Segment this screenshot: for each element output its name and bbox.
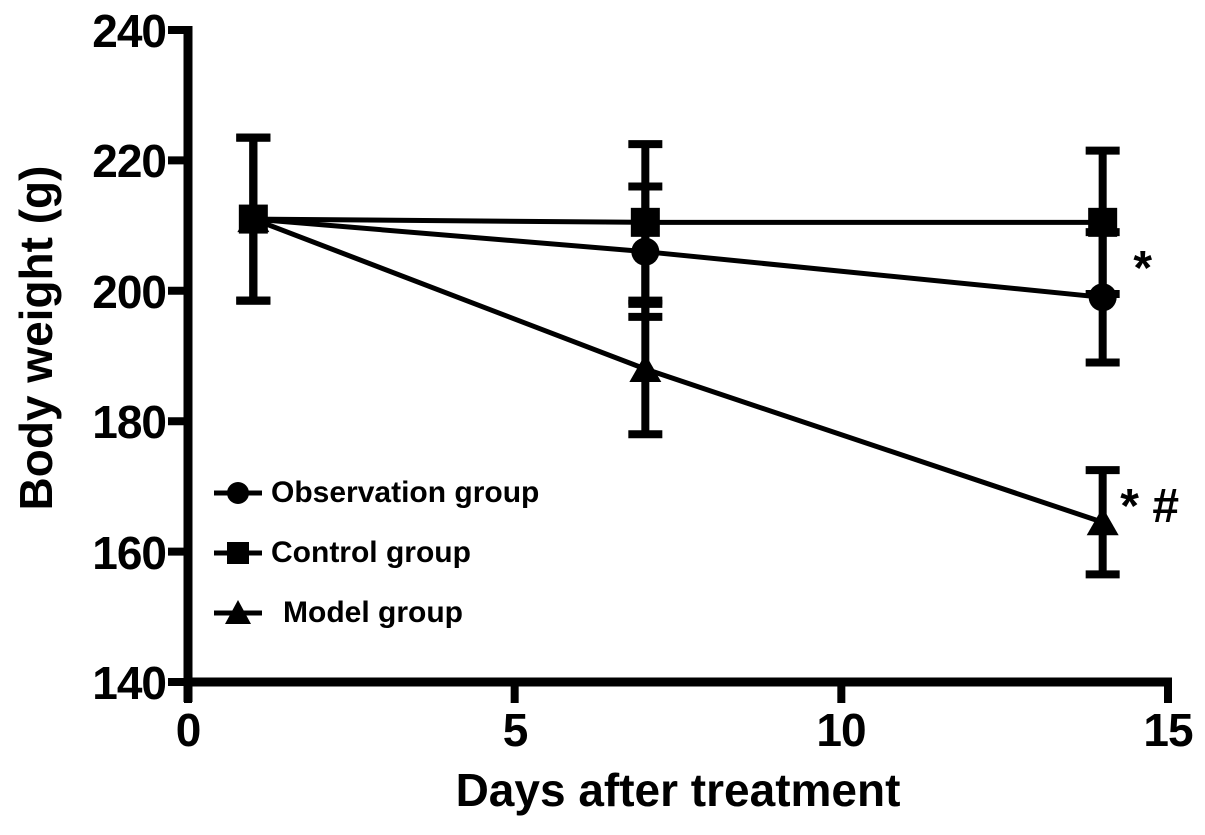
data-point-circle xyxy=(1088,283,1117,312)
x-tick-label-15: 15 xyxy=(1143,704,1193,756)
series-line-square xyxy=(253,216,1103,225)
x-tick-label-5: 5 xyxy=(502,704,529,756)
data-point-circle xyxy=(631,237,660,266)
data-point-square xyxy=(238,204,268,234)
legend-label-control-group: Control group xyxy=(271,536,471,569)
y-tick-label-240: 240 xyxy=(92,5,167,57)
significance-asterisk-hash: * # xyxy=(1120,479,1180,533)
x-tick-label-0: 0 xyxy=(175,704,202,756)
data-point-triangle xyxy=(1086,507,1119,536)
y-tick-label-180: 180 xyxy=(92,396,167,448)
data-point-square xyxy=(1088,207,1118,237)
legend-label-model-group: Model group xyxy=(283,596,463,629)
y-tick-label-200: 200 xyxy=(92,266,167,318)
square-marker-icon xyxy=(214,542,262,564)
significance-asterisk: * xyxy=(1133,242,1152,296)
series-line-circle xyxy=(253,216,1103,300)
legend-label-observation-group: Observation group xyxy=(271,476,540,509)
data-point-square xyxy=(630,207,660,237)
legend: Observation group Control group Model gr… xyxy=(212,463,539,643)
y-axis-title: Body weight (g) xyxy=(10,165,62,511)
legend-item-observation-group: Observation group xyxy=(212,463,539,523)
y-tick-label-220: 220 xyxy=(92,135,167,187)
circle-marker-icon xyxy=(214,482,262,504)
triangle-marker-icon xyxy=(214,600,262,624)
legend-item-model-group: Model group xyxy=(212,583,539,643)
y-tick-label-160: 160 xyxy=(92,527,167,579)
y-tick-label-140: 140 xyxy=(92,657,167,709)
x-axis-title: Days after treatment xyxy=(455,764,901,816)
legend-item-control-group: Control group xyxy=(212,523,539,583)
x-tick-label-10: 10 xyxy=(816,704,866,756)
data-point-triangle xyxy=(629,354,662,383)
